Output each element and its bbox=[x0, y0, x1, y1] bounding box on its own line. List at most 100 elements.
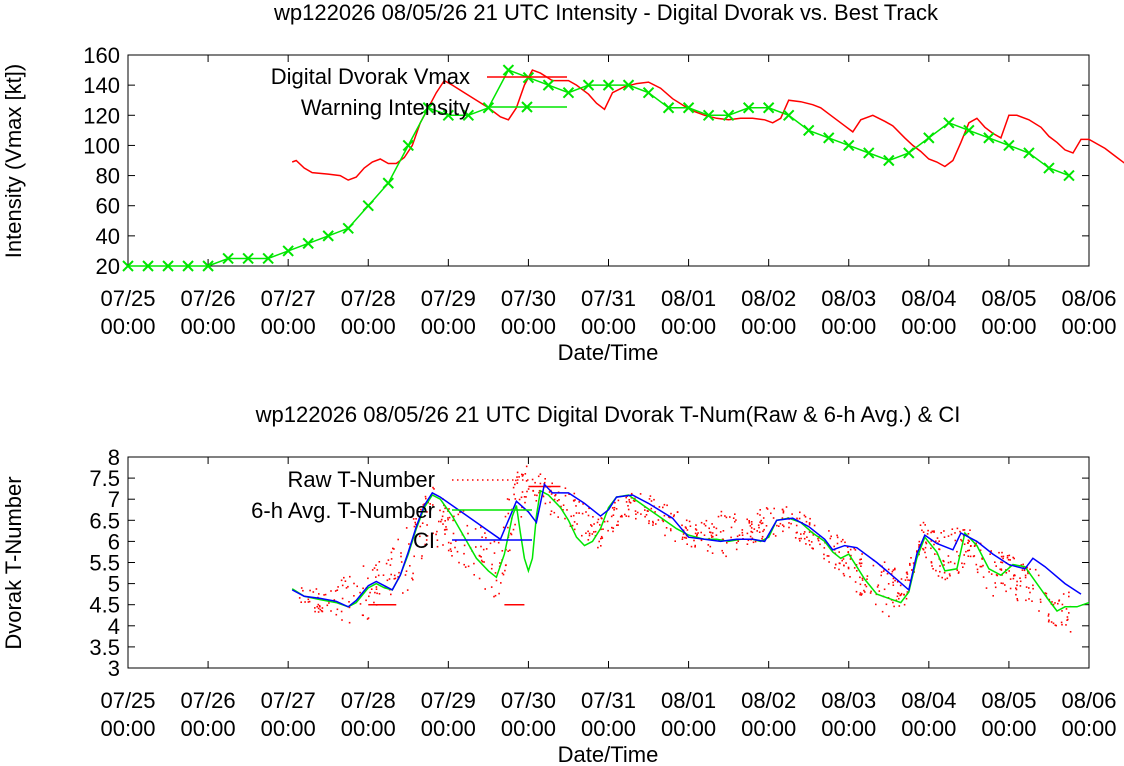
tnumber-x-tick-label-time: 00:00 bbox=[901, 716, 956, 741]
raw-t-number-point bbox=[725, 555, 727, 558]
raw-t-number-point bbox=[612, 527, 615, 529]
raw-t-number-point bbox=[809, 517, 811, 520]
raw-t-number-point bbox=[685, 519, 688, 522]
raw-t-number-point bbox=[918, 544, 920, 546]
raw-t-number-point bbox=[855, 590, 858, 593]
tnumber-x-tick-label-date: 08/06 bbox=[1061, 688, 1116, 713]
raw-t-number-point bbox=[863, 589, 865, 592]
raw-t-number-point bbox=[600, 545, 602, 547]
raw-t-number-point bbox=[765, 507, 768, 509]
raw-t-number-point bbox=[947, 561, 950, 564]
raw-t-number-point bbox=[1031, 600, 1033, 602]
raw-t-number-point bbox=[708, 527, 710, 530]
raw-t-number-point bbox=[979, 549, 982, 552]
raw-t-number-point bbox=[922, 548, 925, 551]
raw-t-number-point bbox=[849, 558, 852, 560]
raw-t-number-point bbox=[394, 577, 397, 580]
raw-t-number-point bbox=[1061, 623, 1063, 626]
raw-t-number-point bbox=[1047, 613, 1050, 615]
raw-t-number-point bbox=[1061, 603, 1064, 606]
raw-t-number-point bbox=[1068, 591, 1070, 594]
tnumber-x-tick-label-time: 00:00 bbox=[100, 716, 155, 741]
raw-t-number-point bbox=[1052, 622, 1055, 625]
raw-t-number-point bbox=[704, 524, 707, 527]
raw-t-number-point bbox=[829, 537, 832, 540]
raw-t-number-point bbox=[930, 561, 933, 564]
raw-t-number-point bbox=[376, 569, 379, 571]
raw-t-number-point bbox=[1016, 599, 1019, 602]
raw-t-number-point bbox=[436, 545, 439, 548]
tnumber-y-tick-label: 8 bbox=[108, 445, 120, 470]
raw-t-number-point bbox=[710, 531, 712, 534]
raw-t-number-point bbox=[344, 580, 347, 582]
raw-t-number-point bbox=[438, 520, 440, 523]
raw-t-number-point bbox=[674, 540, 676, 542]
raw-t-number-point bbox=[800, 533, 802, 535]
raw-t-number-point bbox=[961, 562, 963, 565]
raw-t-number-point bbox=[958, 571, 960, 573]
raw-t-number-point bbox=[967, 549, 969, 552]
warning-intensity-point bbox=[642, 86, 655, 99]
raw-t-number-point bbox=[393, 574, 396, 577]
legend-marker-warning-intensity bbox=[487, 101, 567, 113]
raw-t-number-point bbox=[930, 531, 932, 534]
raw-t-number-point bbox=[314, 607, 316, 609]
raw-t-number-point bbox=[308, 600, 311, 603]
raw-t-number-point bbox=[980, 565, 983, 568]
raw-t-number-point bbox=[967, 533, 970, 535]
raw-t-number-point bbox=[518, 476, 520, 478]
raw-t-number-point bbox=[650, 500, 653, 502]
raw-t-number-point bbox=[1055, 624, 1057, 627]
raw-t-number-point bbox=[683, 536, 686, 539]
raw-t-number-point bbox=[650, 507, 653, 510]
raw-t-number-point bbox=[495, 579, 498, 582]
raw-t-number-point bbox=[574, 499, 576, 501]
raw-t-number-point bbox=[823, 553, 825, 556]
raw-t-number-point bbox=[501, 572, 504, 575]
raw-t-number-point bbox=[400, 552, 402, 554]
raw-t-number-point bbox=[602, 528, 604, 530]
raw-t-number-point bbox=[326, 604, 329, 607]
raw-t-number-point bbox=[906, 573, 909, 575]
raw-t-number-point bbox=[435, 533, 437, 536]
raw-t-number-point bbox=[975, 542, 977, 545]
warning-intensity-point bbox=[202, 260, 214, 272]
raw-t-number-point bbox=[613, 509, 615, 511]
warning-intensity-point bbox=[863, 147, 875, 159]
raw-t-number-point bbox=[575, 512, 578, 514]
raw-t-number-point bbox=[493, 540, 496, 543]
raw-t-number-point bbox=[455, 540, 457, 542]
raw-t-number-point bbox=[1006, 555, 1009, 557]
raw-t-number-point bbox=[419, 525, 422, 528]
raw-t-number-point bbox=[749, 525, 752, 527]
raw-t-number-point bbox=[1016, 584, 1018, 587]
raw-t-number-point bbox=[854, 581, 857, 583]
raw-t-number-point bbox=[1028, 598, 1030, 600]
raw-t-number-point bbox=[408, 543, 410, 545]
raw-t-number-point bbox=[847, 566, 850, 569]
raw-t-number-point bbox=[600, 528, 602, 531]
raw-t-number-point bbox=[896, 595, 899, 598]
raw-t-number-point bbox=[498, 592, 500, 595]
raw-t-number-point bbox=[1020, 564, 1023, 566]
raw-t-number-point bbox=[898, 592, 900, 595]
raw-t-number-point bbox=[385, 562, 388, 565]
raw-t-number-point bbox=[751, 537, 754, 540]
raw-t-number-point bbox=[685, 537, 688, 539]
raw-t-number-point bbox=[450, 542, 452, 545]
raw-t-number-point bbox=[905, 571, 908, 574]
raw-t-number-point bbox=[490, 567, 493, 570]
raw-t-number-point bbox=[795, 524, 798, 527]
raw-t-number-point bbox=[1039, 598, 1042, 601]
raw-t-number-point bbox=[382, 574, 385, 576]
raw-t-number-point bbox=[741, 529, 744, 531]
raw-t-number-point bbox=[705, 519, 708, 522]
raw-t-number-point bbox=[367, 617, 370, 619]
raw-t-number-point bbox=[947, 535, 950, 537]
raw-t-number-point bbox=[484, 532, 486, 534]
raw-t-number-point bbox=[924, 524, 926, 526]
raw-t-number-point bbox=[341, 597, 344, 600]
raw-t-number-point bbox=[939, 565, 941, 567]
raw-t-number-point bbox=[374, 591, 376, 594]
raw-t-number-point bbox=[995, 574, 998, 576]
